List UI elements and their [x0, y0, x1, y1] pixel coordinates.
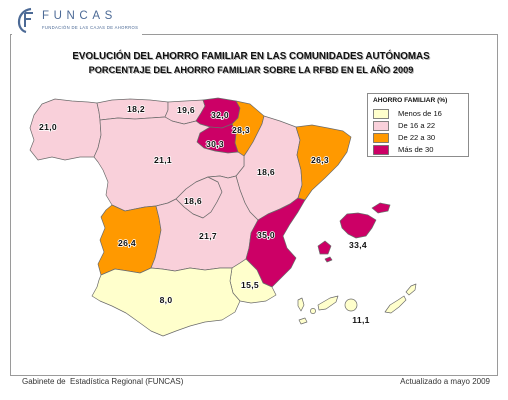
footer-updated: Actualizado a mayo 2009 — [400, 377, 490, 386]
island-fuerteventura — [384, 295, 407, 314]
footer-source: Gabinete de Estadística Regional (FUNCAS… — [22, 377, 184, 386]
value-label-navarra: 28,3 — [232, 125, 250, 135]
legend-label: De 22 a 30 — [398, 133, 436, 142]
legend-swatch — [373, 121, 389, 131]
value-label-castilla-la-mancha: 21,7 — [199, 231, 217, 241]
logo-tagline: FUNDACIÓN DE LAS CAJAS DE AHORROS — [42, 25, 139, 30]
island-menorca — [371, 202, 391, 214]
logo-name: FUNCAS — [42, 10, 117, 22]
island-ibiza — [317, 240, 332, 255]
island-formentera — [324, 256, 333, 263]
island-lanzarote — [405, 283, 417, 296]
legend-item: De 22 a 30 — [373, 133, 465, 143]
value-label-madrid: 18,6 — [184, 196, 202, 206]
legend-label: De 16 a 22 — [398, 121, 436, 130]
legend-item: Menos de 16 — [373, 109, 465, 119]
legend-label: Menos de 16 — [398, 109, 442, 118]
value-label-asturias: 18,2 — [127, 104, 145, 114]
island-gran-canaria — [344, 298, 358, 312]
value-label-valencia: 35,0 — [257, 230, 275, 240]
island-el-hierro — [298, 317, 308, 325]
value-label-la-rioja: 30,3 — [206, 139, 224, 149]
island-tenerife — [317, 295, 339, 311]
region-cataluna — [295, 124, 352, 201]
value-label-castilla-leon: 21,1 — [154, 155, 172, 165]
funcas-logo-icon — [17, 7, 33, 33]
island-mallorca — [339, 212, 377, 239]
value-label-cantabria: 19,6 — [177, 105, 195, 115]
legend-title: AHORRO FAMILIAR (%) — [373, 97, 448, 104]
value-label-extremadura: 26,4 — [118, 238, 136, 248]
legend-item: De 16 a 22 — [373, 121, 465, 131]
value-label-aragon: 18,6 — [257, 167, 275, 177]
legend-swatch — [373, 109, 389, 119]
map-title: EVOLUCIÓN DEL AHORRO FAMILIAR EN LAS COM… — [72, 51, 430, 62]
region-baleares — [317, 202, 391, 263]
value-label-galicia: 21,0 — [39, 122, 57, 132]
value-label-pais-vasco: 32,0 — [211, 110, 229, 120]
legend: AHORRO FAMILIAR (%) Menos de 16 De 16 a … — [367, 93, 469, 157]
map-frame — [10, 34, 498, 376]
value-label-canarias: 11,1 — [352, 315, 369, 325]
legend-swatch — [373, 133, 389, 143]
funcas-logo: FUNCAS FUNDACIÓN DE LAS CAJAS DE AHORROS — [12, 2, 142, 39]
legend-swatch — [373, 145, 389, 155]
legend-label: Más de 30 — [398, 145, 434, 154]
value-label-cataluna: 26,3 — [311, 155, 329, 165]
region-andalucia — [91, 267, 241, 337]
value-label-murcia: 15,5 — [241, 280, 259, 290]
region-canarias — [297, 283, 417, 325]
map-subtitle: PORCENTAJE DEL AHORRO FAMILIAR SOBRE LA … — [88, 65, 414, 75]
legend-item: Más de 30 — [373, 145, 465, 155]
island-la-palma — [297, 297, 305, 312]
value-label-baleares: 33,4 — [349, 240, 367, 250]
island-la-gomera — [310, 308, 316, 314]
value-label-andalucia: 8,0 — [160, 295, 173, 305]
